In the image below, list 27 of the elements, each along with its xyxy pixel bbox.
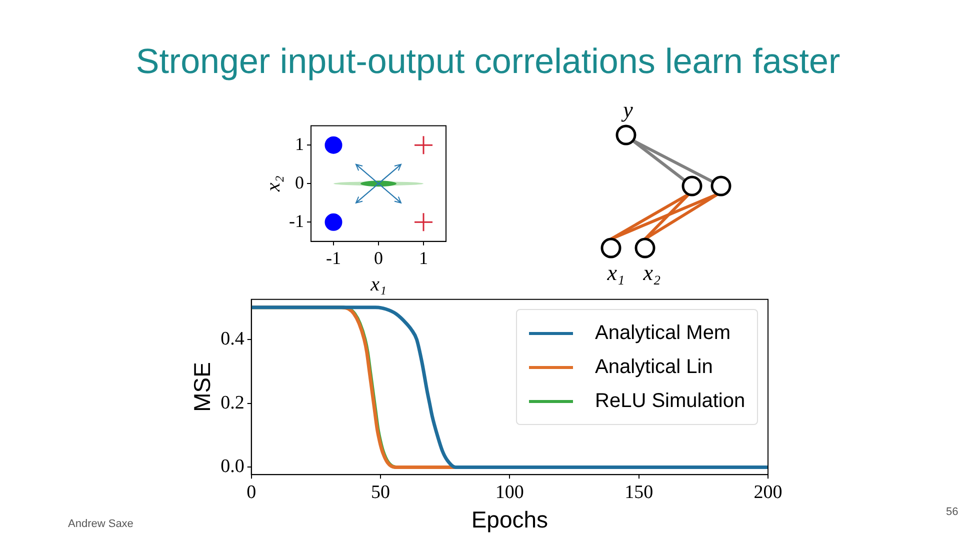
text: x₂ <box>642 260 662 285</box>
line-series <box>251 306 768 469</box>
y-tick-label: -1 <box>288 210 304 231</box>
x-tick-label: 0 <box>374 248 383 268</box>
x-tick-label: -1 <box>326 248 341 268</box>
legend-label: ReLU Simulation <box>595 390 746 413</box>
text: x₁ <box>606 260 625 285</box>
legend-label: Analytical Mem <box>595 322 731 345</box>
y-tick-label: 0.0 <box>220 456 244 478</box>
x-tick-label: 50 <box>371 482 390 503</box>
y-tick-label: 0.4 <box>220 328 245 350</box>
y-axis-title: MSE <box>189 362 216 412</box>
x-tick-label: 1 <box>419 248 428 268</box>
x-tick-label: 100 <box>495 482 524 503</box>
y-tick-label: 1 <box>294 134 304 154</box>
chart-title: Stronger input-output correlations learn faster <box>134 42 842 82</box>
y-tick-label: 0 <box>294 172 304 192</box>
y-tick-label: 0.2 <box>220 392 244 414</box>
x-axis-title: x₁ <box>370 273 386 296</box>
x-axis-title: Epochs <box>471 506 548 533</box>
text: y <box>621 97 634 122</box>
y-axis-title: x₂ <box>262 176 284 193</box>
text: 56 <box>946 506 958 518</box>
legend-label: Analytical Lin <box>595 356 713 379</box>
x-tick-label: 150 <box>624 482 654 503</box>
x-tick-label: 200 <box>754 482 782 503</box>
text: Andrew Saxe <box>68 518 134 530</box>
